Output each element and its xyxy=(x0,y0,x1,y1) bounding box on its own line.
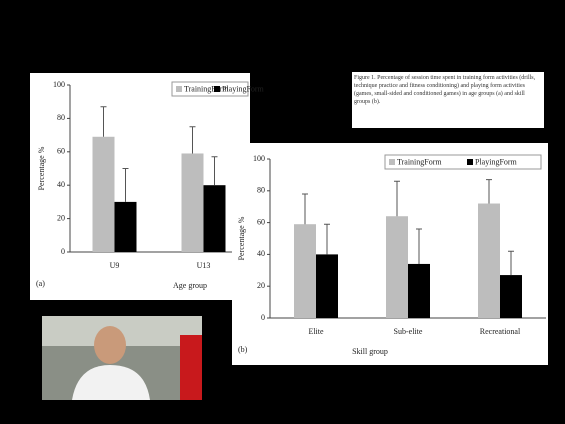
legend-swatch xyxy=(214,86,220,92)
photo-detail xyxy=(180,335,202,400)
bar xyxy=(294,224,316,318)
error-bar xyxy=(302,193,308,225)
error-bar xyxy=(211,156,218,186)
error-bar xyxy=(486,179,492,204)
y-tick-label: 100 xyxy=(253,154,265,163)
legend-label: TrainingForm xyxy=(397,157,442,166)
legend-label: PlayingForm xyxy=(475,157,518,166)
y-tick-label: 60 xyxy=(57,147,65,156)
panel-label: (b) xyxy=(238,345,248,354)
bar xyxy=(408,263,430,318)
y-tick-label: 80 xyxy=(57,113,65,122)
y-tick-label: 40 xyxy=(257,249,265,258)
bar xyxy=(386,216,408,318)
bar xyxy=(181,153,204,252)
bar xyxy=(316,254,338,318)
photo-face xyxy=(94,326,126,364)
legend-swatch xyxy=(389,159,395,165)
x-tick-label: Recreational xyxy=(480,327,521,336)
y-tick-label: 0 xyxy=(61,247,65,256)
x-tick-label: Elite xyxy=(308,327,324,336)
error-bar xyxy=(324,223,330,255)
error-bar xyxy=(122,168,129,202)
legend-label: TrainingForm xyxy=(184,84,229,93)
x-tick-label: Sub-elite xyxy=(394,327,423,336)
legend-box xyxy=(171,81,249,97)
panel-label: (a) xyxy=(36,279,45,288)
error-bar xyxy=(100,106,107,137)
legend-swatch xyxy=(176,86,182,92)
bar xyxy=(500,275,522,318)
y-tick-label: 80 xyxy=(257,186,265,195)
x-tick-label: U13 xyxy=(197,261,211,270)
error-bar xyxy=(508,250,514,276)
y-tick-label: 100 xyxy=(53,80,65,89)
bar xyxy=(114,201,137,252)
error-bar xyxy=(394,180,400,217)
bar xyxy=(478,203,500,318)
y-axis-label: Percentage % xyxy=(37,146,46,190)
legend-label: PlayingForm xyxy=(222,84,265,93)
y-tick-label: 60 xyxy=(257,217,265,226)
x-axis-label: Skill group xyxy=(352,347,388,356)
error-bar xyxy=(416,228,422,264)
y-axis-label: Percentage % xyxy=(237,216,246,260)
bar xyxy=(92,136,115,252)
y-tick-label: 40 xyxy=(57,180,65,189)
legend-box xyxy=(384,154,542,170)
y-tick-label: 0 xyxy=(261,313,265,322)
figure-caption: Figure 1. Percentage of session time spe… xyxy=(352,72,544,128)
photo-shirt xyxy=(72,365,150,400)
x-axis-label: Age group xyxy=(173,281,207,290)
x-tick-label: U9 xyxy=(110,261,120,270)
y-tick-label: 20 xyxy=(257,281,265,290)
y-tick-label: 20 xyxy=(57,213,65,222)
legend-swatch xyxy=(467,159,473,165)
error-bar xyxy=(189,126,196,154)
bar xyxy=(203,185,226,252)
